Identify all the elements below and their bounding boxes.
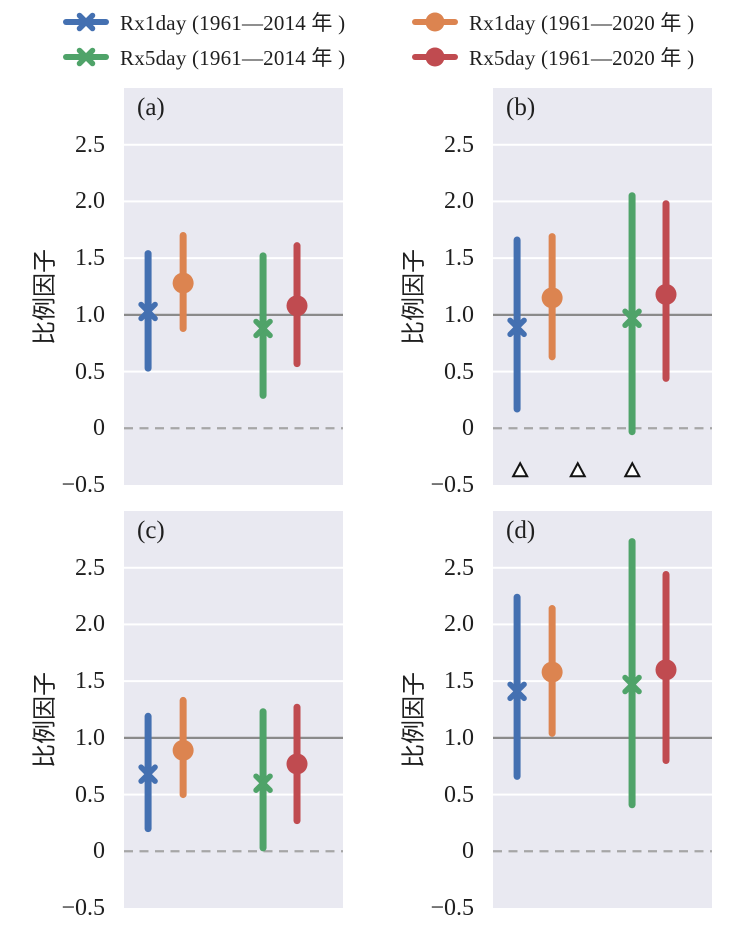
panel-svg-a xyxy=(124,143,343,430)
y-tick-label: 1.5 xyxy=(75,245,105,272)
panel-svg-d xyxy=(493,538,712,853)
y-tick-label: −0.5 xyxy=(430,895,474,921)
x-marker-rx5day_2014 xyxy=(622,308,642,329)
circle-marker-rx1day_2020 xyxy=(172,739,194,761)
circle-marker-rx1day_2020 xyxy=(541,661,563,683)
y-tick-label: 0 xyxy=(93,838,105,865)
circle-marker-rx5day_2020 xyxy=(655,659,677,681)
open-triangle-marker xyxy=(623,461,641,478)
x-marker-rx1day_2014 xyxy=(138,764,158,784)
y-tick-label: 0 xyxy=(93,415,105,442)
y-tick-label: −0.5 xyxy=(430,472,474,498)
y-tick-label: 1.0 xyxy=(444,301,474,328)
y-tick-label: 0 xyxy=(462,415,474,442)
y-tick-label: 0 xyxy=(462,838,474,865)
y-tick-label: 1.5 xyxy=(75,668,105,695)
panel-letter-d: (d) xyxy=(506,517,536,544)
y-tick-label: 0.5 xyxy=(444,781,474,808)
panel-letter-a: (a) xyxy=(137,94,165,121)
legend-label: Rx5day (1961—2014 年 ) xyxy=(120,46,346,70)
x-marker-rx5day_2014 xyxy=(253,318,273,339)
x-marker-rx5day_2014 xyxy=(622,674,642,695)
y-tick-label: 1.5 xyxy=(444,245,474,272)
panel-svg-c xyxy=(124,566,343,853)
y-tick-label: 1.0 xyxy=(75,724,105,751)
y-axis-label-a: 比例因子 xyxy=(32,248,59,345)
panel-letter-b: (b) xyxy=(506,94,536,121)
legend-marker-x-icon xyxy=(63,12,109,32)
plot-area-b xyxy=(493,88,712,485)
y-tick-label: 2.0 xyxy=(75,611,105,638)
open-triangle-marker xyxy=(569,461,587,478)
circle-marker-rx1day_2020 xyxy=(172,272,194,294)
legend-item-rx5day-2020: Rx5day (1961—2020 年 ) xyxy=(412,42,694,72)
y-tick-label: 0.5 xyxy=(75,358,105,385)
legend-label: Rx1day (1961—2014 年 ) xyxy=(120,11,346,35)
circle-marker-rx5day_2020 xyxy=(286,295,308,317)
legend-marker-circle-icon xyxy=(412,12,458,32)
circle-marker-rx5day_2020 xyxy=(655,283,677,305)
circle-marker-rx5day_2020 xyxy=(286,753,308,775)
x-marker-rx1day_2014 xyxy=(138,301,158,322)
legend-item-rx1day-2014: Rx1day (1961—2014 年 ) xyxy=(63,7,345,37)
y-tick-label: 2.5 xyxy=(75,554,105,581)
plot-area-a xyxy=(124,88,343,485)
y-tick-label: 0.5 xyxy=(444,358,474,385)
panel-letter-c: (c) xyxy=(137,517,165,544)
plot-area-c xyxy=(124,511,343,908)
plot-area-d xyxy=(493,511,712,908)
y-axis-label-d: 比例因子 xyxy=(401,671,428,768)
open-triangle-marker xyxy=(511,461,529,478)
y-tick-label: 1.0 xyxy=(75,301,105,328)
legend-label: Rx5day (1961—2020 年 ) xyxy=(469,46,695,70)
y-tick-label: 1.0 xyxy=(444,724,474,751)
y-tick-label: 2.5 xyxy=(444,131,474,158)
legend-item-rx1day-2020: Rx1day (1961—2020 年 ) xyxy=(412,7,694,37)
y-tick-label: 1.5 xyxy=(444,668,474,695)
x-marker-rx5day_2014 xyxy=(253,773,273,793)
y-tick-label: 2.0 xyxy=(444,611,474,638)
legend-marker-x-icon xyxy=(63,47,109,67)
x-marker-rx1day_2014 xyxy=(507,317,527,338)
y-axis-label-c: 比例因子 xyxy=(32,671,59,768)
legend-item-rx5day-2014: Rx5day (1961—2014 年 ) xyxy=(63,42,345,72)
y-tick-label: −0.5 xyxy=(61,472,105,498)
y-axis-label-b: 比例因子 xyxy=(401,248,428,345)
x-marker-rx1day_2014 xyxy=(507,681,527,702)
y-tick-label: 0.5 xyxy=(75,781,105,808)
y-tick-label: 2.5 xyxy=(444,554,474,581)
circle-marker-rx1day_2020 xyxy=(541,287,563,309)
panel-svg-b xyxy=(493,143,712,478)
y-tick-label: 2.0 xyxy=(444,188,474,215)
legend-marker-circle-icon xyxy=(412,47,458,67)
y-tick-label: 2.0 xyxy=(75,188,105,215)
y-tick-label: −0.5 xyxy=(61,895,105,921)
legend-label: Rx1day (1961—2020 年 ) xyxy=(469,11,695,35)
y-tick-label: 2.5 xyxy=(75,131,105,158)
